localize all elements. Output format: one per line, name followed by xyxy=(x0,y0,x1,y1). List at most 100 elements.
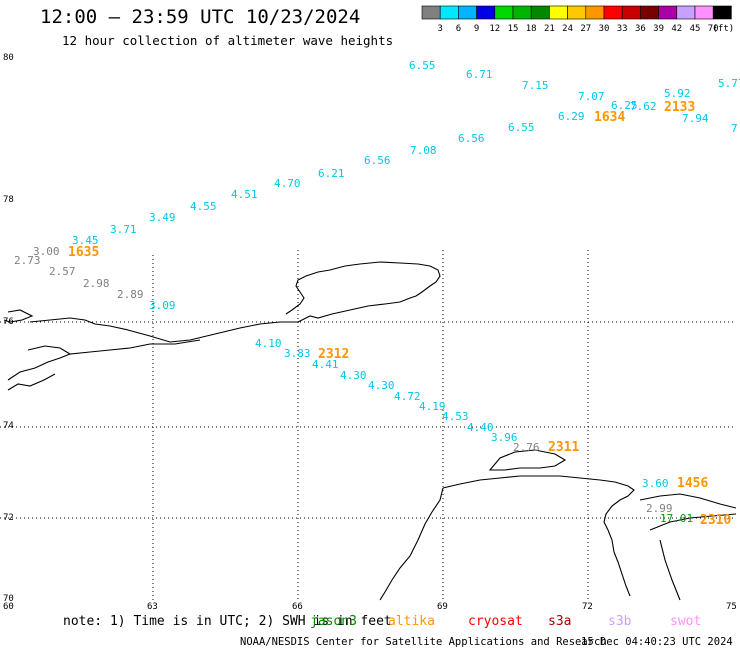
wave-height-value: 3.71 xyxy=(110,223,137,236)
lat-label: 76 xyxy=(3,317,14,327)
legend-label: 9 xyxy=(474,24,479,34)
wave-height-value: 4.19 xyxy=(419,400,446,413)
legend-label: 21 xyxy=(544,24,555,34)
lat-label: 78 xyxy=(3,195,14,205)
coastline xyxy=(3,261,737,601)
wave-height-value: 3.09 xyxy=(149,299,176,312)
map-subtitle: 12 hour collection of altimeter wave hei… xyxy=(62,33,394,48)
pass-times: 1634 2133 1635 2312 2311 1456 2310 xyxy=(68,100,731,528)
wave-height-value: 4.51 xyxy=(231,188,258,201)
wave-height-value: 2.73 xyxy=(14,254,41,267)
map-title: 12:00 — 23:59 UTC 10/23/2024 xyxy=(40,6,361,28)
legend-swatch xyxy=(476,5,496,20)
wave-height-value: 7 xyxy=(731,122,738,135)
wave-height-value: 4.55 xyxy=(190,200,217,213)
wave-height-value: 5.77 xyxy=(718,77,740,90)
wave-height-value: 3.49 xyxy=(149,211,176,224)
legend-swatch xyxy=(712,5,732,20)
legend-label: 39 xyxy=(653,24,664,34)
wave-height-value: 3.45 xyxy=(72,234,99,247)
legend-swatch xyxy=(585,5,605,20)
wave-height-value: 3.96 xyxy=(491,431,518,444)
satellite-name: s3a xyxy=(548,614,571,629)
latitude-labels: 80 78 76 74 72 70 xyxy=(3,53,14,604)
wave-height-value: 7.62 xyxy=(630,100,657,113)
satellite-name: altika xyxy=(388,614,435,629)
wave-height-value: 6.56 xyxy=(458,132,485,145)
legend-swatch xyxy=(549,5,568,20)
pass-time-label: 2311 xyxy=(548,440,579,455)
wave-height-value: 4.70 xyxy=(274,177,301,190)
wave-height-value: 7.94 xyxy=(682,112,709,125)
legend-swatch xyxy=(603,5,623,20)
wave-height-value: 4.30 xyxy=(340,369,367,382)
wave-height-value: 4.53 xyxy=(442,410,469,423)
wave-height-value: 4.30 xyxy=(368,379,395,392)
legend-label: 42 xyxy=(671,24,682,34)
legend-label: 33 xyxy=(617,24,628,34)
satellite-name: jason3 xyxy=(310,614,357,629)
legend-swatch xyxy=(658,5,678,20)
wave-height-value: 6.21 xyxy=(318,167,345,180)
footnote: note: 1) Time is in UTC; 2) SWH is in fe… xyxy=(63,614,392,629)
lon-label: 72 xyxy=(582,602,593,612)
legend-label: 24 xyxy=(562,24,573,34)
wave-height-value: 17.01 xyxy=(660,512,693,525)
wave-height-values: 6.55 6.71 7.15 7.07 6.257.62 5.92 5.77 7.94 7 6.2… xyxy=(14,59,740,525)
wave-height-value: 6.55 xyxy=(508,121,535,134)
legend-label: 12 xyxy=(489,24,500,34)
wave-height-value: 6.56 xyxy=(364,154,391,167)
pass-time-label: 1635 xyxy=(68,245,99,260)
legend-swatch xyxy=(494,5,514,20)
credit-line: NOAA/NESDIS Center for Satellite Applica… xyxy=(240,636,607,648)
lon-label: 60 xyxy=(3,602,14,612)
lon-label: 63 xyxy=(147,602,158,612)
legend-swatch xyxy=(530,5,550,20)
wave-height-value: 4.72 xyxy=(394,390,421,403)
wave-height-value: 2.99 xyxy=(646,502,673,515)
lat-label: 74 xyxy=(3,421,14,431)
legend-swatch xyxy=(458,5,477,20)
wave-height-value: 5.92 xyxy=(664,87,691,100)
wave-height-value: 7.15 xyxy=(522,79,549,92)
wave-height-value: 6.29 xyxy=(558,110,585,123)
wave-height-value: 3.00 xyxy=(33,245,60,258)
wave-height-value: 4.10 xyxy=(255,337,282,350)
wave-height-value: 6.25 xyxy=(611,99,638,112)
legend-swatch xyxy=(512,5,532,20)
legend-label: 30 xyxy=(599,24,610,34)
legend-swatch xyxy=(640,5,659,20)
longitude-labels: 60 63 66 69 72 75 xyxy=(3,602,737,612)
wave-height-value: 6.55 xyxy=(409,59,436,72)
legend-label: 45 xyxy=(690,24,701,34)
legend-label: 36 xyxy=(635,24,646,34)
color-legend: 3 6 9 12 15 18 21 24 27 30 33 36 39 42 45 70(ft) xyxy=(421,5,735,34)
pass-time-label: 1456 xyxy=(677,476,708,491)
legend-swatch xyxy=(676,5,696,20)
legend-swatch xyxy=(694,5,714,20)
legend-label: 18 xyxy=(526,24,537,34)
legend-label: 15 xyxy=(508,24,519,34)
wave-height-value: 7.07 xyxy=(578,90,605,103)
lon-label: 69 xyxy=(437,602,448,612)
satellite-name: cryosat xyxy=(468,614,523,629)
timestamp: 15 Dec 04:40:23 UTC 2024 xyxy=(581,636,733,648)
wave-height-value: 2.98 xyxy=(83,277,110,290)
satellite-legend: jason3 altika cryosat s3a s3b swot xyxy=(310,614,701,629)
legend-swatch xyxy=(439,5,459,20)
legend-unit: (ft) xyxy=(713,24,735,34)
legend-swatch xyxy=(621,5,641,20)
legend-label: 3 xyxy=(437,24,442,34)
legend-label: 27 xyxy=(580,24,591,34)
lon-label: 66 xyxy=(292,602,303,612)
lat-label: 72 xyxy=(3,513,14,523)
pass-time-label: 2310 xyxy=(700,513,731,528)
wave-height-value: 3.60 xyxy=(642,477,669,490)
wave-height-value: 7.08 xyxy=(410,144,437,157)
legend-label: 6 xyxy=(456,24,461,34)
satellite-name: swot xyxy=(670,614,701,629)
pass-time-label: 2133 xyxy=(664,100,695,115)
wave-height-value: 4.41 xyxy=(312,358,339,371)
wave-height-value: 3.83 xyxy=(284,347,311,360)
